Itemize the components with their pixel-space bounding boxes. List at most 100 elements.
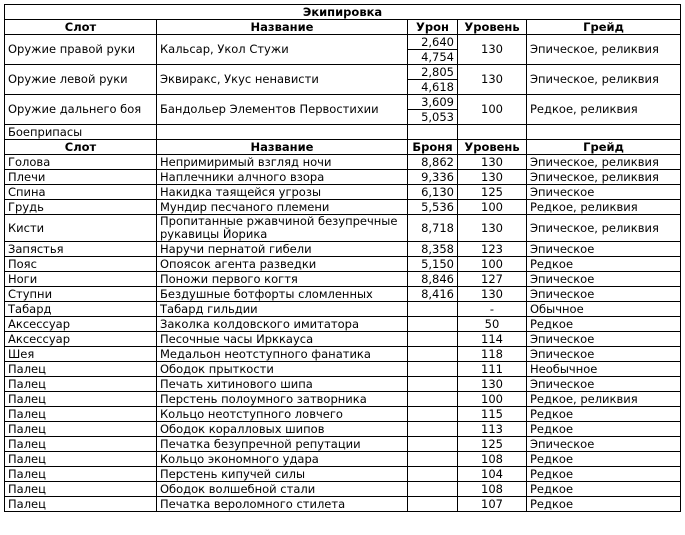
table-cell: Обычное: [525, 301, 682, 317]
table-row: Палец Печатка вероломного стилета 107 Редко…: [4, 496, 682, 512]
table-cell: 8,358: [407, 241, 458, 257]
table-cell: [407, 376, 458, 392]
table-row: Оружие левой руки Эквиракс, Укус ненавист…: [4, 64, 682, 95]
table-cell: Ободок коралловых шипов: [156, 421, 408, 437]
table-cell: Спина: [4, 184, 157, 200]
table-row: Палец Кольцо неотступного ловчего 115 Редко…: [4, 406, 682, 422]
table-row: Палец Ободок волшебной стали 108 Редкое: [4, 481, 682, 497]
table-cell: Редкое: [525, 256, 682, 272]
table-cell: Шея: [4, 346, 157, 362]
table-cell: 130: [457, 376, 527, 392]
table-row: Грудь Мундир песчаного племени 5,536 100 Ред…: [4, 199, 682, 215]
table-cell: Опоясок агента разведки: [156, 256, 408, 272]
table-cell: Грудь: [4, 199, 157, 215]
table-cell: Кольцо экономного удара: [156, 451, 408, 467]
table-cell: Песочные часы Ирккауса: [156, 331, 408, 347]
table-cell: Ступни: [4, 286, 157, 302]
table-cell: [407, 436, 458, 452]
table-cell: Бандольер Элементов Первостихии: [156, 94, 408, 125]
table-row: Экипировка: [3, 4, 682, 20]
table-cell: Редкое, реликвия: [525, 391, 682, 407]
table-row: Палец Ободок прыткости 111 Необычное: [4, 361, 682, 377]
table-cell: Пояс: [4, 256, 157, 272]
table-row: Слот Название Броня Уровень Грейд: [4, 139, 682, 155]
table-cell: 5,053: [407, 109, 458, 125]
table-cell: [407, 361, 458, 377]
table-cell: 8,416: [407, 286, 458, 302]
table-cell: Эпическое: [525, 376, 682, 392]
table-cell: 5,150: [407, 256, 458, 272]
table-cell: 100: [457, 94, 527, 125]
table-cell: Голова: [4, 154, 157, 170]
table-cell: Редкое: [525, 451, 682, 467]
table-cell: [407, 481, 458, 497]
table-cell: Палец: [4, 406, 157, 422]
table-cell: Перстень полоумного затворника: [156, 391, 408, 407]
table-cell: 130: [457, 286, 527, 302]
table-cell: Наплечники алчного взора: [156, 169, 408, 185]
table-cell: 8,862: [407, 154, 458, 170]
table-cell: Ободок волшебной стали: [156, 481, 408, 497]
table-cell: Палец: [4, 376, 157, 392]
table-cell: Уровень: [457, 19, 527, 35]
equipment-table: Экипировка Слот Название Урон Уровень Грейд Ор…: [3, 4, 682, 512]
table-cell: Эпическое: [525, 331, 682, 347]
table-cell: Печатка безупречной репутации: [156, 436, 408, 452]
table-row: Аксессуар Заколка колдовского имитатора 50…: [4, 316, 682, 332]
table-row: Палец Перстень кипучей силы 104 Редкое: [4, 466, 682, 482]
table-cell: Редкое, реликвия: [525, 94, 682, 125]
table-row: Табард Табард гильдии - Обычное: [4, 301, 682, 317]
table-cell: Кольцо неотступного ловчего: [156, 406, 408, 422]
table-cell: [457, 124, 527, 140]
table-cell: 8,846: [407, 271, 458, 287]
table-row: Спина Накидка таящейся угрозы 6,130 125 Эпич…: [4, 184, 682, 200]
table-cell: Эпическое: [525, 346, 682, 362]
table-cell: Накидка таящейся угрозы: [156, 184, 408, 200]
table-cell: 127: [457, 271, 527, 287]
table-cell: [407, 496, 458, 512]
table-cell: 130: [457, 34, 527, 65]
table-cell: 108: [457, 481, 527, 497]
table-cell: Эпическое: [525, 271, 682, 287]
table-row: Кисти Пропитанные ржавчиной безупречные р…: [4, 214, 682, 242]
table-cell: Название: [156, 19, 408, 35]
table-cell: Ободок прыткости: [156, 361, 408, 377]
table-row: Слот Название Урон Уровень Грейд: [4, 19, 682, 35]
table-cell: 130: [457, 154, 527, 170]
table-body: Экипировка Слот Название Урон Уровень Грейд Ор…: [3, 4, 682, 512]
table-cell: [407, 466, 458, 482]
table-cell: Оружие дальнего боя: [4, 94, 157, 125]
table-cell: 9,336: [407, 169, 458, 185]
table-cell: Аксессуар: [4, 316, 157, 332]
table-cell: Наручи пернатой гибели: [156, 241, 408, 257]
table-cell: Запястья: [4, 241, 157, 257]
table-row: Палец Ободок коралловых шипов 113 Редкое: [4, 421, 682, 437]
table-cell: 100: [457, 256, 527, 272]
table-cell: [407, 391, 458, 407]
table-cell: Аксессуар: [4, 331, 157, 347]
table-cell: Бездушные ботфорты сломленных: [156, 286, 408, 302]
table-cell: Палец: [4, 481, 157, 497]
table-cell: 114: [457, 331, 527, 347]
table-cell: Пропитанные ржавчиной безупречные рукави…: [156, 214, 408, 242]
table-cell: [407, 346, 458, 362]
table-cell: Табард гильдии: [156, 301, 408, 317]
table-cell: 2,805: [407, 64, 458, 80]
table-cell: Боеприпасы: [4, 124, 157, 140]
table-row: Аксессуар Песочные часы Ирккауса 114 Эпичес…: [4, 331, 682, 347]
table-row: Ноги Поножи первого когтя 8,846 127 Эпическо…: [4, 271, 682, 287]
table-row: Палец Печатка безупречной репутации 125 Эпи…: [4, 436, 682, 452]
table-cell: Непримиримый взгляд ночи: [156, 154, 408, 170]
table-cell: 50: [457, 316, 527, 332]
table-cell: [407, 301, 458, 317]
table-cell: 125: [457, 184, 527, 200]
table-cell: Название: [156, 139, 408, 155]
table-row: Боеприпасы: [4, 124, 682, 140]
table-cell: Поножи первого когтя: [156, 271, 408, 287]
table-row: Палец Перстень полоумного затворника 100 Ре…: [4, 391, 682, 407]
table-cell: [525, 124, 682, 140]
table-cell: Эпическое: [525, 436, 682, 452]
table-cell: 111: [457, 361, 527, 377]
table-cell: Перстень кипучей силы: [156, 466, 408, 482]
